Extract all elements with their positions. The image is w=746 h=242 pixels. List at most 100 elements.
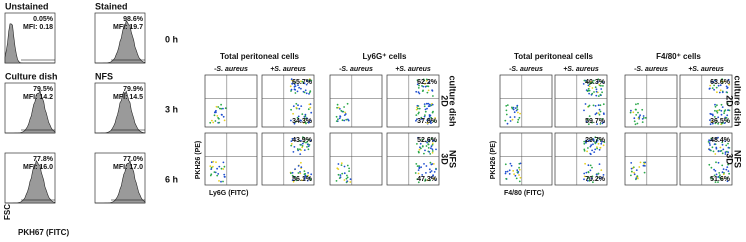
event-dot — [423, 163, 425, 165]
event-dot — [216, 174, 219, 177]
event-dot — [336, 106, 338, 109]
event-dot — [305, 83, 308, 86]
event-dot — [603, 141, 606, 144]
event-dot — [602, 81, 604, 84]
event-dot — [513, 111, 516, 114]
event-dot — [505, 109, 508, 112]
event-dot — [516, 104, 519, 107]
event-dot — [422, 89, 424, 92]
y-axis-label: PKH26 (PE) — [490, 141, 497, 180]
condition-label: +S. aureus — [688, 66, 724, 73]
event-dot — [514, 174, 517, 177]
event-dot — [310, 173, 313, 176]
condition-label: -S. aureus — [339, 66, 373, 73]
event-dot — [428, 81, 431, 84]
event-dot — [726, 86, 729, 89]
event-dot — [212, 160, 215, 163]
event-dot — [422, 78, 425, 81]
event-dot — [511, 106, 513, 109]
event-dot — [344, 111, 347, 114]
event-dot — [630, 170, 633, 173]
event-dot — [717, 116, 720, 119]
event-dot — [431, 143, 434, 146]
event-dot — [587, 139, 590, 142]
event-dot — [213, 171, 216, 174]
event-dot — [504, 119, 507, 122]
event-dot — [339, 174, 342, 177]
event-dot — [430, 116, 433, 119]
event-dot — [597, 80, 599, 83]
event-dot — [599, 104, 602, 107]
event-dot — [505, 105, 508, 107]
event-dot — [710, 139, 713, 142]
event-dot — [517, 111, 519, 114]
event-dot — [599, 110, 602, 113]
event-dot — [592, 79, 595, 82]
event-dot — [712, 114, 714, 117]
event-dot — [434, 140, 437, 143]
event-dot — [600, 84, 602, 87]
event-dot — [709, 139, 711, 142]
event-dot — [587, 105, 590, 108]
event-dot — [518, 174, 520, 176]
event-dot — [304, 115, 307, 118]
event-dot — [429, 161, 432, 164]
event-dot — [594, 142, 597, 145]
event-dot — [418, 107, 421, 110]
event-dot — [291, 137, 294, 140]
event-dot — [595, 88, 598, 91]
event-dot — [214, 110, 217, 113]
event-dot — [630, 174, 632, 177]
event-dot — [596, 146, 598, 149]
event-dot — [433, 120, 435, 123]
event-dot — [431, 163, 434, 165]
event-dot — [428, 114, 431, 116]
event-dot — [426, 107, 428, 110]
event-dot — [506, 170, 509, 173]
scatter-frame — [329, 74, 383, 128]
event-dot — [298, 139, 301, 142]
event-dot — [630, 167, 633, 170]
histogram — [5, 89, 56, 134]
event-dot — [299, 171, 301, 173]
event-dot — [593, 151, 596, 154]
event-dot — [504, 172, 507, 175]
event-dot — [431, 89, 433, 92]
event-dot — [716, 91, 718, 94]
event-dot — [420, 166, 422, 169]
event-dot — [220, 167, 223, 170]
event-dot — [297, 115, 300, 118]
event-dot — [711, 177, 713, 179]
event-dot — [596, 123, 598, 125]
event-dot — [725, 168, 728, 171]
event-dot — [629, 111, 632, 114]
event-dot — [633, 117, 636, 120]
event-dot — [415, 118, 418, 121]
event-dot — [595, 139, 598, 141]
event-dot — [590, 81, 593, 84]
event-dot — [306, 143, 309, 146]
event-dot — [298, 86, 300, 89]
event-dot — [594, 86, 597, 89]
event-dot — [727, 146, 730, 149]
event-dot — [423, 103, 426, 105]
event-dot — [711, 80, 714, 83]
event-dot — [303, 119, 306, 122]
event-dot — [717, 84, 720, 87]
event-dot — [435, 148, 437, 151]
group-header: F4/80⁺ cells — [656, 52, 701, 61]
condition-label: -S. aureus — [214, 66, 248, 73]
event-dot — [723, 172, 725, 174]
event-dot — [635, 177, 638, 180]
y-axis-label: PKH26 (PE) — [195, 141, 202, 180]
event-dot — [727, 163, 729, 166]
event-dot — [723, 112, 725, 114]
event-dot — [713, 174, 716, 177]
event-dot — [300, 139, 302, 142]
event-dot — [428, 140, 430, 143]
event-dot — [347, 119, 350, 122]
histogram — [95, 159, 146, 204]
event-dot — [335, 115, 338, 118]
event-dot — [718, 176, 721, 179]
event-dot — [723, 80, 726, 83]
